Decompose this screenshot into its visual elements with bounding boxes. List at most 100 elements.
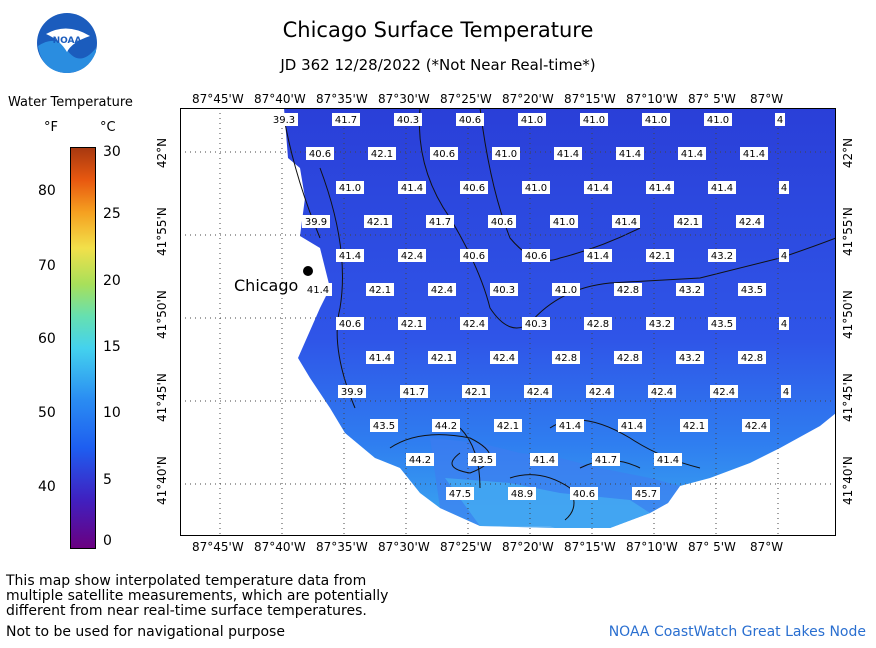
svg-text:41.4: 41.4	[681, 149, 703, 160]
temperature-value: 42.1	[364, 215, 392, 228]
temperature-value: 41.0	[550, 215, 578, 228]
temperature-value: 43.2	[708, 249, 736, 262]
svg-text:42.8: 42.8	[741, 353, 763, 364]
svg-text:43.2: 43.2	[679, 285, 701, 296]
temperature-value: 41.4	[646, 181, 674, 194]
legend-c-tick: 5	[103, 472, 112, 488]
map-border	[180, 108, 836, 536]
svg-text:43.5: 43.5	[741, 285, 763, 296]
temperature-value: 41.4	[618, 419, 646, 432]
latitude-label: 41°40'N	[841, 456, 855, 505]
svg-text:40.3: 40.3	[525, 319, 547, 330]
svg-text:41.4: 41.4	[649, 183, 671, 194]
svg-text:39.3: 39.3	[273, 115, 295, 126]
svg-text:41.4: 41.4	[533, 455, 555, 466]
svg-text:43.2: 43.2	[649, 319, 671, 330]
temperature-value: 40.6	[488, 215, 516, 228]
temperature-value: 40.6	[336, 317, 364, 330]
temperature-value: 4	[779, 181, 789, 194]
svg-text:43.2: 43.2	[679, 353, 701, 364]
svg-text:42.1: 42.1	[497, 421, 519, 432]
svg-text:41.7: 41.7	[595, 455, 617, 466]
legend-f-tick: 60	[38, 331, 56, 347]
temperature-value: 42.8	[552, 351, 580, 364]
svg-text:42.1: 42.1	[431, 353, 453, 364]
svg-text:41.4: 41.4	[615, 217, 637, 228]
temperature-value: 41.4	[336, 249, 364, 262]
svg-text:44.2: 44.2	[435, 421, 457, 432]
temperature-value: 41.7	[426, 215, 454, 228]
temperature-value: 39.9	[302, 215, 330, 228]
svg-text:42.4: 42.4	[713, 387, 735, 398]
temperature-value: 42.4	[710, 385, 738, 398]
temperature-value: 41.4	[584, 181, 612, 194]
temperature-value: 41.4	[612, 215, 640, 228]
temperature-colorbar	[70, 147, 96, 549]
temperature-value: 48.9	[508, 487, 536, 500]
svg-text:41.0: 41.0	[553, 217, 575, 228]
svg-text:39.9: 39.9	[341, 387, 363, 398]
svg-text:43.5: 43.5	[711, 319, 733, 330]
legend-title: Water Temperature	[8, 95, 133, 110]
legend-c-tick: 0	[103, 533, 112, 549]
svg-text:40.6: 40.6	[309, 149, 331, 160]
temperature-value: 42.1	[674, 215, 702, 228]
longitude-label: 87°15'W	[564, 92, 616, 106]
latitude-label: 41°50'N	[841, 290, 855, 339]
temperature-value: 41.4	[556, 419, 584, 432]
temperature-value: 41.4	[654, 453, 682, 466]
svg-text:4: 4	[781, 183, 787, 194]
temperature-value: 42.1	[680, 419, 708, 432]
longitude-label: 87°25'W	[440, 540, 492, 554]
svg-text:41.4: 41.4	[657, 455, 679, 466]
disclaimer-line: different from near real-time surface te…	[6, 603, 367, 619]
temperature-value: 42.1	[368, 147, 396, 160]
svg-text:42.8: 42.8	[587, 319, 609, 330]
longitude-label: 87°45'W	[192, 92, 244, 106]
longitude-label: 87° 5'W	[688, 540, 736, 554]
svg-text:41.4: 41.4	[621, 421, 643, 432]
longitude-label: 87°20'W	[502, 92, 554, 106]
svg-text:42.1: 42.1	[465, 387, 487, 398]
svg-text:41.4: 41.4	[587, 251, 609, 262]
legend-f-tick: 50	[38, 405, 56, 421]
legend-unit-c: °C	[100, 120, 116, 135]
temperature-value: 42.1	[398, 317, 426, 330]
svg-text:41.0: 41.0	[521, 115, 543, 126]
svg-text:41.0: 41.0	[525, 183, 547, 194]
svg-text:42.8: 42.8	[617, 285, 639, 296]
svg-text:41.0: 41.0	[645, 115, 667, 126]
svg-text:42.1: 42.1	[369, 285, 391, 296]
svg-text:41.4: 41.4	[369, 353, 391, 364]
temperature-value: 42.1	[366, 283, 394, 296]
svg-text:42.4: 42.4	[589, 387, 611, 398]
legend-f-tick: 40	[38, 479, 56, 495]
temperature-value: 43.5	[370, 419, 398, 432]
noaa-logo-icon	[37, 13, 97, 73]
svg-text:4: 4	[781, 319, 787, 330]
svg-text:41.4: 41.4	[401, 183, 423, 194]
temperature-value: 42.1	[646, 249, 674, 262]
temperature-value: 40.6	[430, 147, 458, 160]
svg-text:42.4: 42.4	[739, 217, 761, 228]
temperature-value: 4	[779, 317, 789, 330]
longitude-label: 87°30'W	[378, 92, 430, 106]
svg-text:40.6: 40.6	[463, 183, 485, 194]
temperature-value: 40.3	[490, 283, 518, 296]
svg-text:40.6: 40.6	[463, 251, 485, 262]
svg-text:42.4: 42.4	[493, 353, 515, 364]
svg-text:41.7: 41.7	[335, 115, 357, 126]
svg-text:43.2: 43.2	[711, 251, 733, 262]
latitude-label: 41°55'N	[155, 207, 169, 256]
temperature-value: 41.4	[584, 249, 612, 262]
svg-text:42.8: 42.8	[617, 353, 639, 364]
temperature-value: 43.2	[646, 317, 674, 330]
temperature-value: 41.0	[522, 181, 550, 194]
temperature-value: 41.4	[708, 181, 736, 194]
city-label: Chicago	[234, 276, 298, 295]
longitude-label: 87°40'W	[254, 92, 306, 106]
temperature-value: 43.2	[676, 351, 704, 364]
latitude-label: 41°45'N	[841, 373, 855, 422]
temperature-value: 41.0	[642, 113, 670, 126]
temperature-value: 42.4	[398, 249, 426, 262]
